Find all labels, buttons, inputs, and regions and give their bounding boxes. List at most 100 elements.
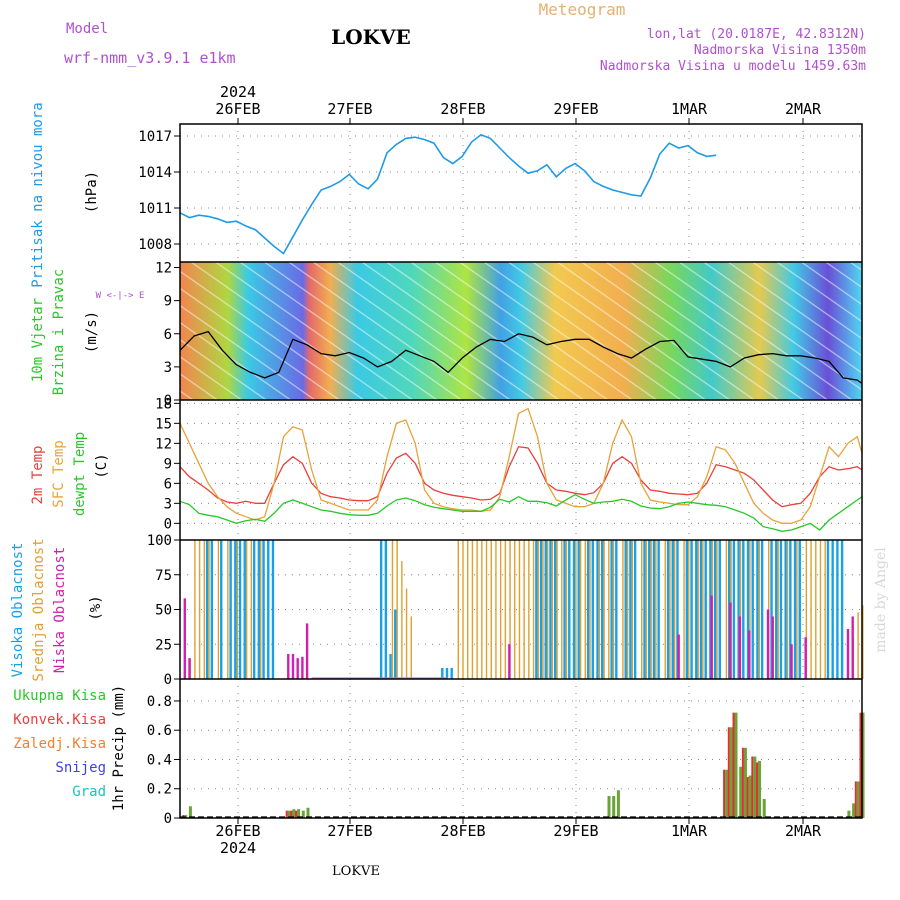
cloud-high-bar bbox=[699, 540, 703, 679]
model-label: Model bbox=[66, 21, 108, 37]
cloud-label-low: Niska Oblacnost bbox=[52, 547, 68, 673]
cloud-high-bar bbox=[243, 540, 246, 679]
cloud-mid-bar bbox=[749, 540, 751, 679]
lonlat-text: lon,lat (20.0187E, 42.8312N) bbox=[647, 27, 866, 42]
pressure-ytick-label: 1011 bbox=[138, 201, 172, 217]
cloud-low-bar bbox=[677, 634, 680, 679]
temp-ytick-label: 12 bbox=[155, 436, 172, 452]
cloud-high-bar bbox=[760, 540, 764, 679]
cloud-high-bar bbox=[718, 540, 721, 679]
precip-conv-bar bbox=[723, 769, 726, 818]
day-label-bottom: 27FEB bbox=[327, 822, 372, 840]
cloud-ytick-label: 100 bbox=[147, 533, 172, 549]
cloud-high-bar bbox=[389, 653, 392, 679]
cloud-mid-bar bbox=[509, 540, 511, 679]
cloud-high-bar bbox=[384, 540, 388, 679]
cloud-low-bar bbox=[301, 656, 304, 679]
cloud-high-bar bbox=[779, 540, 783, 679]
cloud-high-bar bbox=[220, 540, 223, 679]
cloud-mid-bar bbox=[476, 540, 478, 679]
day-label-top: 29FEB bbox=[553, 100, 598, 118]
cloud-low-bar bbox=[291, 653, 295, 679]
cloud-high-bar bbox=[563, 540, 566, 679]
precip-ytick-label: 0.4 bbox=[147, 752, 172, 768]
precip-legend-frozen: Zaledj.Kisa bbox=[13, 736, 106, 752]
cloud-high-bar bbox=[798, 540, 801, 679]
wind-title-1: 10m Vjetar bbox=[30, 298, 46, 382]
cloud-high-bar bbox=[615, 540, 618, 679]
pressure-ytick-label: 1017 bbox=[138, 129, 172, 145]
day-label-top: 1MAR bbox=[671, 100, 708, 118]
cloud-high-bar bbox=[450, 667, 453, 679]
precip-total-bar bbox=[616, 790, 620, 818]
cloud-mid-bar bbox=[810, 540, 812, 679]
cloud-mid-bar bbox=[514, 540, 516, 679]
cloud-high-bar bbox=[234, 540, 237, 679]
cloud-mid-bar bbox=[537, 540, 539, 679]
cloud-ytick-label: 25 bbox=[155, 637, 172, 653]
cloud-high-bar bbox=[568, 540, 571, 679]
cloud-mid-bar bbox=[565, 540, 568, 679]
cloud-mid-bar bbox=[598, 540, 601, 679]
cloud-high-bar bbox=[751, 540, 754, 679]
model-elevation-text: Nadmorska Visina u modelu 1459.63m bbox=[600, 59, 866, 74]
precip-legend-hail: Grad bbox=[72, 784, 106, 800]
temp-ytick-label: 3 bbox=[164, 496, 172, 512]
cloud-mid-bar bbox=[250, 540, 253, 679]
day-label-bottom: 2MAR bbox=[785, 822, 822, 840]
cloud-mid-bar bbox=[236, 540, 238, 679]
cloud-mid-bar bbox=[542, 540, 544, 679]
cloud-mid-bar bbox=[603, 540, 605, 679]
cloud-low-bar bbox=[790, 644, 793, 679]
cloud-high-bar bbox=[648, 540, 651, 679]
cloud-high-bar bbox=[544, 540, 547, 679]
precip-total-bar bbox=[306, 807, 310, 818]
plot-frame bbox=[179, 123, 863, 819]
cloud-high-bar bbox=[643, 540, 646, 679]
cloud-mid-bar bbox=[796, 540, 798, 679]
cloud-mid-bar bbox=[622, 540, 624, 679]
cloud-mid-bar bbox=[862, 605, 864, 679]
precip-total-bar bbox=[292, 809, 296, 818]
cloud-low-bar bbox=[748, 630, 751, 679]
temp-label-sfc: SFC Temp bbox=[51, 440, 67, 507]
cloud-low-bar bbox=[766, 609, 770, 679]
cloud-high-bar bbox=[676, 540, 679, 679]
cloud-mid-bar bbox=[556, 540, 558, 679]
precip-total-bar bbox=[287, 810, 291, 818]
cloud-mid-bar bbox=[523, 540, 525, 679]
cloud-mid-bar bbox=[504, 540, 507, 679]
cloud-mid-bar bbox=[410, 616, 412, 679]
cloud-high-bar bbox=[586, 540, 590, 679]
cloud-low-bar bbox=[851, 616, 854, 679]
precip-ytick-label: 0 bbox=[164, 811, 172, 827]
cloud-mid-bar bbox=[561, 540, 563, 679]
precip-total-bar bbox=[847, 810, 851, 818]
pressure-title: Pritisak na nivou mora bbox=[30, 102, 46, 287]
cloud-high-bar bbox=[262, 540, 265, 679]
cloud-mid-bar bbox=[669, 540, 671, 679]
precip-conv-bar bbox=[290, 810, 293, 818]
precip-ytick-label: 0.2 bbox=[147, 782, 172, 798]
precip-total-bar bbox=[861, 712, 865, 818]
cloud-mid-bar bbox=[612, 540, 615, 679]
cloud-high-bar bbox=[553, 540, 557, 679]
cloud-mid-bar bbox=[194, 540, 196, 679]
cloud-mid-bar bbox=[217, 540, 220, 679]
cloud-mid-bar bbox=[758, 540, 761, 679]
cloud-low-bar bbox=[771, 616, 774, 679]
cloud-mid-bar bbox=[824, 540, 826, 679]
cloud-mid-bar bbox=[631, 540, 634, 679]
day-label-top: 2MAR bbox=[785, 100, 822, 118]
cloud-unit: (%) bbox=[88, 595, 104, 620]
precip-conv-bar bbox=[746, 777, 749, 818]
cloud-mid-bar bbox=[815, 540, 817, 679]
cloud-high-bar bbox=[624, 540, 627, 679]
cloud-high-bar bbox=[205, 540, 209, 679]
cloud-mid-bar bbox=[546, 540, 549, 679]
temp-ytick-label: 6 bbox=[164, 476, 172, 492]
cloud-ytick-label: 50 bbox=[155, 603, 172, 619]
temp-label-dew: dewpt Temp bbox=[72, 432, 88, 516]
year-bottom: 2024 bbox=[220, 839, 256, 857]
precip-total-bar bbox=[758, 760, 762, 818]
